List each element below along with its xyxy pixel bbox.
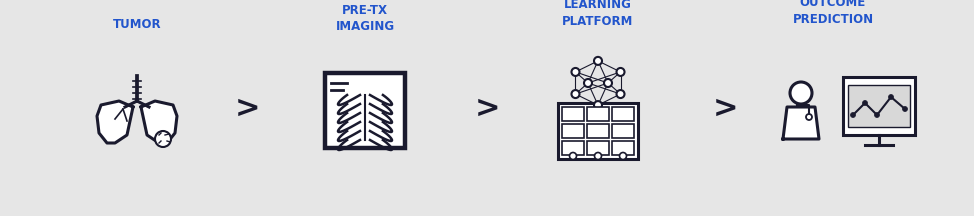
FancyBboxPatch shape	[562, 107, 584, 121]
Text: >: >	[713, 94, 738, 122]
FancyBboxPatch shape	[843, 77, 915, 135]
Circle shape	[790, 82, 812, 104]
FancyBboxPatch shape	[848, 85, 910, 127]
Circle shape	[584, 79, 592, 87]
FancyBboxPatch shape	[587, 107, 609, 121]
FancyBboxPatch shape	[562, 124, 584, 138]
Text: >: >	[475, 94, 501, 122]
Text: >: >	[236, 94, 261, 122]
FancyBboxPatch shape	[562, 141, 584, 155]
FancyBboxPatch shape	[612, 124, 634, 138]
Circle shape	[903, 106, 908, 111]
Circle shape	[155, 131, 171, 147]
Polygon shape	[97, 101, 133, 143]
Circle shape	[617, 90, 624, 98]
Circle shape	[617, 68, 624, 76]
Circle shape	[594, 152, 602, 159]
Circle shape	[806, 114, 812, 120]
FancyBboxPatch shape	[558, 103, 638, 159]
Polygon shape	[141, 101, 177, 143]
Circle shape	[572, 90, 580, 98]
Text: PRE-TX
IMAGING: PRE-TX IMAGING	[335, 3, 394, 33]
Circle shape	[863, 100, 868, 105]
Circle shape	[888, 95, 893, 100]
Text: TUMOR: TUMOR	[113, 18, 162, 31]
Circle shape	[594, 101, 602, 109]
FancyBboxPatch shape	[325, 73, 405, 148]
Text: PERSONALIZED
OUTCOME
PREDICTION: PERSONALIZED OUTCOME PREDICTION	[782, 0, 883, 26]
FancyBboxPatch shape	[587, 124, 609, 138]
FancyBboxPatch shape	[612, 107, 634, 121]
Circle shape	[604, 79, 612, 87]
Circle shape	[572, 68, 580, 76]
FancyBboxPatch shape	[587, 141, 609, 155]
FancyBboxPatch shape	[612, 141, 634, 155]
Polygon shape	[783, 107, 819, 139]
Circle shape	[570, 152, 577, 159]
Circle shape	[875, 113, 880, 118]
Circle shape	[850, 113, 855, 118]
Text: DEEP
LEARNING
PLATFORM: DEEP LEARNING PLATFORM	[562, 0, 634, 28]
Circle shape	[594, 57, 602, 65]
Circle shape	[619, 152, 626, 159]
